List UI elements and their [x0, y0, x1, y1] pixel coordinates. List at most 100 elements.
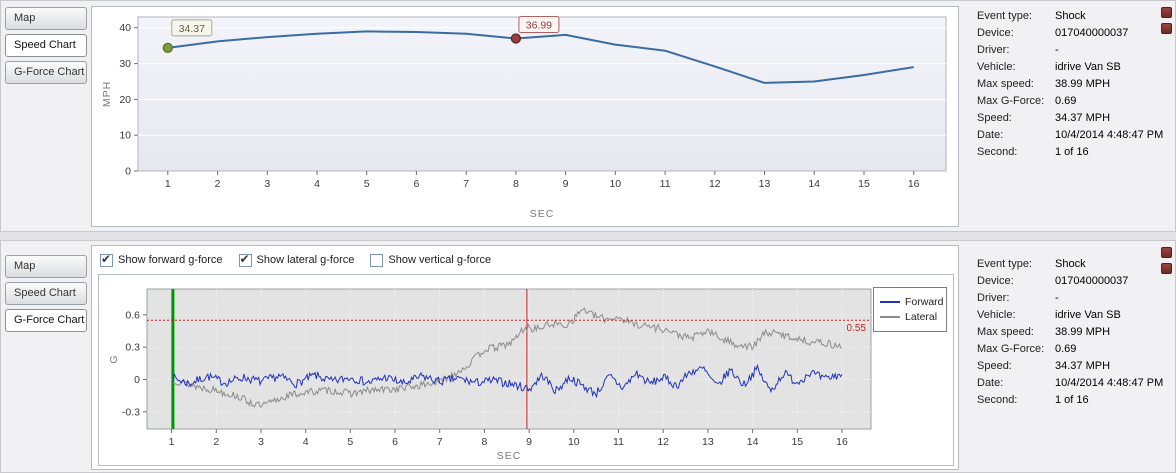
- tab-column: Map Speed Chart G-Force Chart: [5, 255, 89, 336]
- svg-text:14: 14: [747, 436, 759, 448]
- svg-text:3: 3: [264, 178, 270, 190]
- info-row: Second: 1 of 16: [977, 394, 1176, 406]
- info-value: 0.69: [1055, 95, 1077, 107]
- svg-text:0: 0: [134, 374, 140, 386]
- info-value: 34.37 MPH: [1055, 360, 1111, 372]
- tab-g-force-chart[interactable]: G-Force Chart: [5, 61, 87, 84]
- event-info-list: Event type: Shock Device: 017040000037 Drive…: [963, 241, 1176, 406]
- info-label: Max G-Force:: [977, 95, 1045, 107]
- info-row: Max G-Force: 0.69: [977, 95, 1176, 107]
- svg-text:6: 6: [392, 436, 398, 448]
- checkbox-box[interactable]: [238, 252, 252, 267]
- legend-line-sample: [880, 301, 900, 303]
- checkbox-label: Show lateral g-force: [256, 254, 355, 266]
- gforce-chart-section: Map Speed Chart G-Force Chart Show forward…: [0, 240, 1176, 473]
- checkbox-show-lateral-g-force[interactable]: Show lateral g-force: [238, 252, 355, 267]
- info-label: Max speed:: [977, 78, 1034, 90]
- info-label: Event type:: [977, 10, 1033, 22]
- svg-text:14: 14: [808, 178, 820, 190]
- panel-action-icon-1[interactable]: [1161, 247, 1172, 258]
- tab-column: Map Speed Chart G-Force Chart: [5, 7, 89, 88]
- tab-map[interactable]: Map: [5, 255, 87, 278]
- svg-text:9: 9: [563, 178, 569, 190]
- info-value: 10/4/2014 4:48:47 PM: [1055, 129, 1164, 141]
- info-label: Speed:: [977, 360, 1012, 372]
- checkbox-show-vertical-g-force[interactable]: Show vertical g-force: [370, 253, 491, 267]
- svg-text:16: 16: [836, 436, 848, 448]
- svg-text:5: 5: [364, 178, 370, 190]
- panel-action-icon-1[interactable]: [1161, 7, 1172, 18]
- panel-action-icon-2[interactable]: [1161, 263, 1172, 274]
- event-info-panel-top: Event type: Shock Device: 017040000037 Drive…: [963, 1, 1176, 231]
- start-marker-tooltip: [171, 19, 213, 37]
- info-label: Max G-Force:: [977, 343, 1045, 355]
- tab-speed-chart[interactable]: Speed Chart: [5, 282, 87, 305]
- info-value: 017040000037: [1055, 27, 1129, 39]
- svg-text:G: G: [108, 354, 120, 363]
- info-row: Event type: Shock: [977, 10, 1176, 22]
- legend-line-sample: [880, 316, 900, 318]
- info-row: Date: 10/4/2014 4:48:47 PM: [977, 377, 1176, 389]
- checkbox-show-forward-g-force[interactable]: Show forward g-force: [100, 252, 223, 267]
- info-label: Driver:: [977, 44, 1010, 56]
- svg-text:5: 5: [347, 436, 353, 448]
- svg-text:16: 16: [908, 178, 920, 190]
- info-value: -: [1055, 44, 1059, 56]
- svg-text:10: 10: [119, 130, 131, 142]
- plot-area: [137, 16, 947, 172]
- info-value: 34.37 MPH: [1055, 112, 1111, 124]
- info-value: Shock: [1055, 258, 1086, 270]
- checkbox-row: Show forward g-force Show lateral g-force…: [100, 249, 507, 271]
- info-label: Second:: [977, 394, 1018, 406]
- svg-text:40: 40: [119, 22, 131, 34]
- info-row: Max G-Force: 0.69: [977, 343, 1176, 355]
- tab-g-force-chart[interactable]: G-Force Chart: [5, 309, 87, 332]
- threshold-label: 0.55: [847, 323, 867, 334]
- event-info-list: Event type: Shock Device: 017040000037 Drive…: [963, 1, 1176, 158]
- tab-speed-chart[interactable]: Speed Chart: [5, 34, 87, 57]
- info-row: Driver: -: [977, 292, 1176, 304]
- gforce-content-box: Show forward g-force Show lateral g-force…: [91, 245, 959, 470]
- plot-area: [146, 288, 872, 430]
- tab-map[interactable]: Map: [5, 7, 87, 30]
- info-value: idrive Van SB: [1055, 61, 1121, 73]
- legend-item-lateral: Lateral: [880, 311, 940, 323]
- lateral-line: [171, 307, 843, 408]
- svg-text:10: 10: [609, 178, 621, 190]
- info-label: Max speed:: [977, 326, 1034, 338]
- info-row: Date: 10/4/2014 4:48:47 PM: [977, 129, 1176, 141]
- svg-text:1: 1: [165, 178, 171, 190]
- gforce-chart-svg: 0.55-0.300.30.61 2 3 4 5 6 7 8 9 10 11 12 13 14 15 16GS…: [108, 288, 872, 462]
- info-value: 017040000037: [1055, 275, 1129, 287]
- event-marker[interactable]: [510, 33, 522, 44]
- panel-action-icon-2[interactable]: [1161, 23, 1172, 34]
- checkbox-box[interactable]: [100, 252, 113, 267]
- svg-text:MPH: MPH: [101, 81, 113, 107]
- info-row: Max speed: 38.99 MPH: [977, 326, 1176, 338]
- info-value: 10/4/2014 4:48:47 PM: [1055, 377, 1164, 389]
- info-value: Shock: [1055, 10, 1086, 22]
- svg-text:0.3: 0.3: [125, 342, 140, 354]
- speed-chart-section: Map Speed Chart G-Force Chart 0 10 20 30 40 1 2 3…: [0, 0, 1176, 232]
- svg-text:36.99: 36.99: [526, 20, 552, 32]
- svg-text:SEC: SEC: [530, 208, 555, 220]
- info-label: Date:: [977, 129, 1004, 141]
- svg-text:7: 7: [463, 178, 469, 190]
- info-label: Speed:: [977, 112, 1012, 124]
- svg-text:13: 13: [759, 178, 771, 190]
- checkbox-label: Show forward g-force: [118, 254, 223, 266]
- info-label: Date:: [977, 377, 1004, 389]
- speed-line: [167, 30, 914, 84]
- start-marker[interactable]: [162, 42, 173, 54]
- info-value: 1 of 16: [1055, 394, 1089, 406]
- svg-text:SEC: SEC: [497, 450, 522, 462]
- info-value: -: [1055, 292, 1059, 304]
- svg-text:8: 8: [481, 436, 487, 448]
- svg-text:0: 0: [125, 166, 131, 178]
- checkbox-box[interactable]: [370, 253, 384, 267]
- speed-chart-box: 0 10 20 30 40 1 2 3 4 5 6 7 8 9 10 11 12 13 14 15 16 MPH SEC 34…: [91, 6, 959, 227]
- svg-text:12: 12: [657, 436, 669, 448]
- legend-item-forward: Forward: [880, 296, 944, 308]
- panel-icons: [1161, 7, 1172, 39]
- event-info-panel-bottom: Event type: Shock Device: 017040000037 Drive…: [963, 241, 1176, 472]
